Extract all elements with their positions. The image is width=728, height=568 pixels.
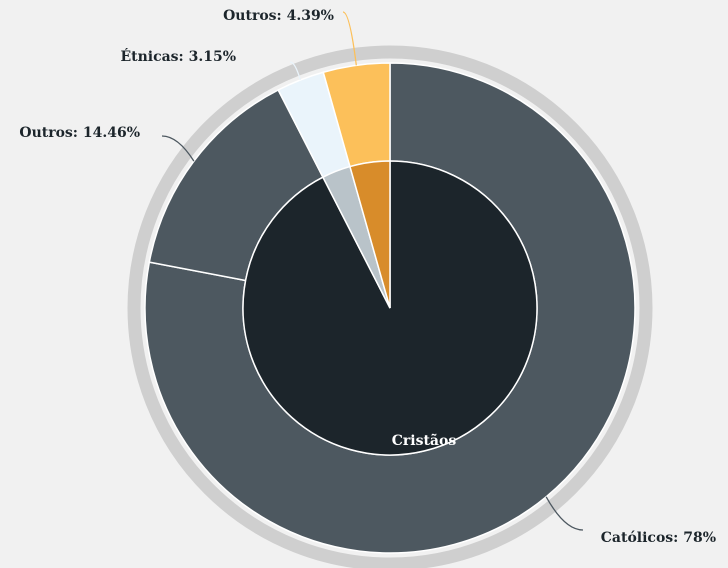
leader-line <box>289 61 301 81</box>
slice-label: Outros: 4.39% <box>223 8 334 24</box>
leader-line <box>161 135 195 162</box>
slice-label: Outros: 14.46% <box>19 125 140 141</box>
slice-label: Étnicas: 3.15% <box>120 47 236 65</box>
leader-line <box>545 496 584 531</box>
inner-label: Cristãos <box>392 432 457 449</box>
inner-slice <box>349 160 391 309</box>
slice-label: Católicos: 78% <box>601 530 716 546</box>
leader-line <box>342 11 357 66</box>
outer-halo <box>127 45 653 568</box>
